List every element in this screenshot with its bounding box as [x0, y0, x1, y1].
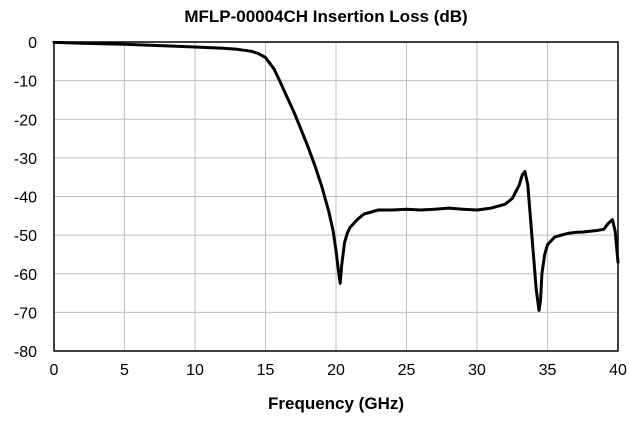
y-tick-label: -10 — [14, 74, 37, 91]
y-tick-label: -80 — [14, 344, 37, 361]
y-tick-label: -60 — [14, 267, 37, 284]
x-tick-label: 25 — [398, 362, 416, 379]
x-tick-label: 0 — [50, 362, 59, 379]
y-tick-label: -40 — [14, 190, 37, 207]
x-tick-label: 10 — [186, 362, 204, 379]
plot-frame — [53, 41, 619, 352]
y-tick-label: -50 — [14, 228, 37, 245]
y-tick-label: -20 — [14, 112, 37, 129]
x-tick-label: 20 — [327, 362, 345, 379]
x-tick-label: 15 — [257, 362, 275, 379]
x-axis-label: Frequency (GHz) — [268, 394, 404, 413]
insertion-loss-line — [52, 40, 620, 312]
y-tick-label: -70 — [14, 305, 37, 322]
chart-title: MFLP-00004CH Insertion Loss (dB) — [184, 7, 467, 26]
y-tick-labels: 0 -10 -20 -30 -40 -50 -60 -70 -80 — [14, 35, 37, 361]
y-tick-label: -30 — [14, 151, 37, 168]
x-tick-labels: 0 5 10 15 20 25 30 35 40 — [50, 362, 627, 379]
y-tick-label: 0 — [28, 35, 37, 52]
x-tick-label: 5 — [120, 362, 129, 379]
x-tick-label: 30 — [468, 362, 486, 379]
x-tick-label: 35 — [539, 362, 557, 379]
x-tick-label: 40 — [609, 362, 627, 379]
